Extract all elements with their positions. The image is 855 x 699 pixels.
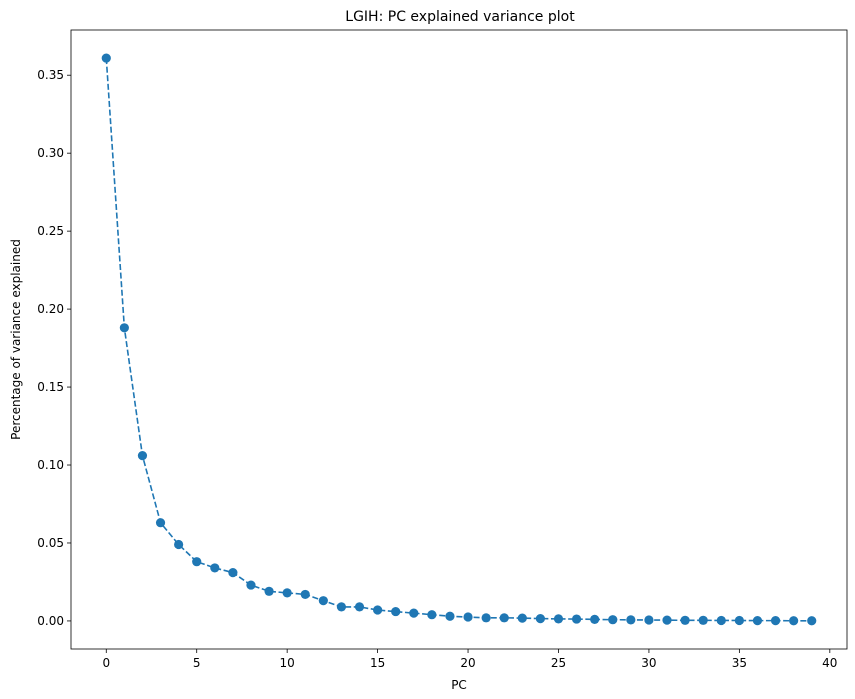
- plot-frame: [70, 29, 848, 650]
- y-tick-label: 0.00: [37, 614, 64, 628]
- data-point: [228, 567, 238, 578]
- data-point: [571, 614, 582, 624]
- tick-group: 0 5 10 15 20 25 30 35 40 0.00 0.05 0.10 0.15 0.20 0.25…: [37, 68, 837, 670]
- x-tick-label: 0: [102, 656, 110, 670]
- data-point: [336, 602, 347, 612]
- data-point: [300, 589, 310, 600]
- x-tick-label: 15: [370, 656, 385, 670]
- data-point: [481, 613, 491, 623]
- data-point: [192, 557, 202, 567]
- data-point: [680, 615, 690, 625]
- data-point: [373, 605, 383, 615]
- data-point: [535, 613, 545, 624]
- x-tick-label: 25: [551, 656, 566, 670]
- data-point: [590, 614, 600, 624]
- plot-area: [101, 53, 817, 626]
- data-point: [210, 563, 220, 573]
- y-tick-label: 0.30: [37, 146, 64, 160]
- x-tick-label: 30: [641, 656, 656, 670]
- data-point: [137, 451, 148, 461]
- data-point: [626, 615, 636, 625]
- data-point: [734, 615, 744, 626]
- x-axis-label: PC: [451, 678, 467, 692]
- y-tick-label: 0.10: [37, 458, 64, 472]
- data-point: [391, 606, 401, 617]
- data-point: [698, 615, 708, 625]
- data-point: [246, 580, 256, 590]
- data-point: [770, 616, 781, 626]
- data-point: [644, 615, 654, 625]
- x-tick-label: 40: [822, 656, 837, 670]
- data-point: [807, 616, 817, 626]
- data-point: [119, 323, 129, 333]
- data-point: [463, 612, 473, 622]
- data-point: [318, 596, 328, 606]
- data-point: [752, 616, 763, 626]
- x-tick-label: 10: [280, 656, 295, 670]
- data-point: [264, 586, 274, 596]
- data-point: [789, 616, 799, 626]
- x-tick-label: 35: [732, 656, 747, 670]
- y-tick-label: 0.05: [37, 536, 64, 550]
- series-line: [105, 58, 812, 622]
- y-tick-label: 0.35: [37, 68, 64, 82]
- y-tick-label: 0.15: [37, 380, 64, 394]
- y-tick-label: 0.20: [37, 302, 64, 316]
- y-axis-label: Percentage of variance explained: [9, 239, 23, 440]
- data-point: [427, 610, 437, 620]
- data-point: [716, 615, 726, 626]
- data-point: [101, 53, 111, 63]
- data-point: [174, 539, 184, 550]
- x-tick-label: 5: [193, 656, 201, 670]
- data-point: [499, 613, 509, 623]
- y-tick-label: 0.25: [37, 224, 64, 238]
- data-point: [662, 615, 672, 625]
- data-point: [155, 518, 166, 528]
- chart-title: LGIH: PC explained variance plot: [345, 9, 575, 25]
- data-point: [282, 588, 292, 598]
- data-point: [445, 611, 455, 621]
- data-point: [608, 615, 618, 625]
- data-point: [409, 608, 419, 618]
- data-point: [517, 613, 527, 623]
- x-tick-label: 20: [460, 656, 475, 670]
- data-point: [553, 614, 564, 624]
- data-point: [354, 602, 365, 612]
